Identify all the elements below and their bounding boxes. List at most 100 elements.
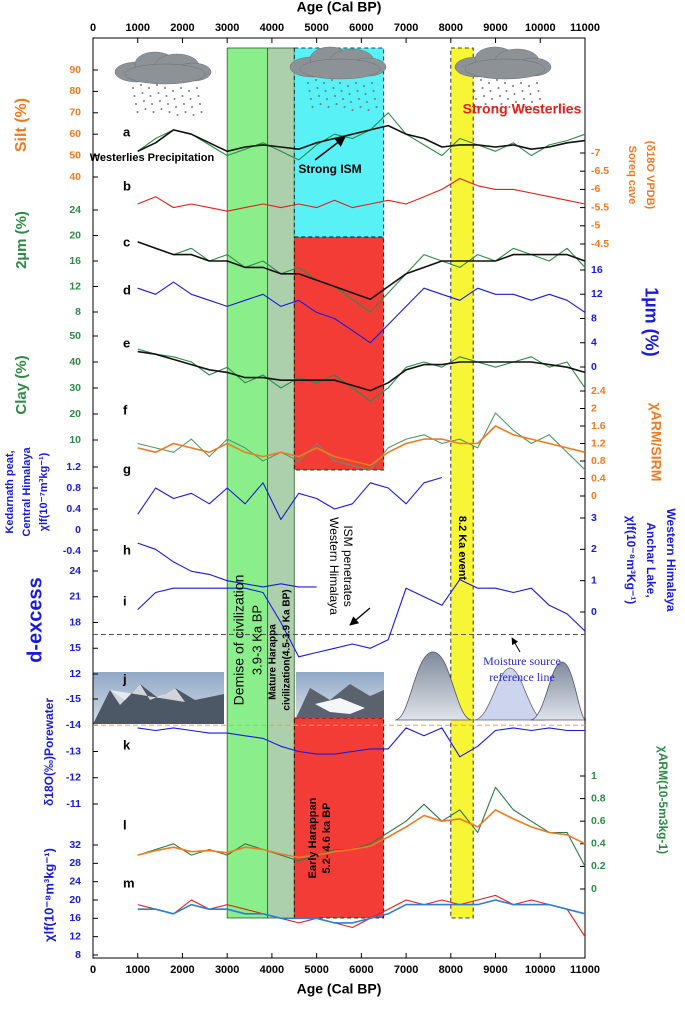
y-axis-label: Clay (%) xyxy=(13,355,30,414)
x-tick-label: 11000 xyxy=(570,964,600,976)
annotation: reference line xyxy=(489,670,555,684)
rain-drop xyxy=(356,90,359,92)
rain-drop xyxy=(144,108,147,110)
rain-drop xyxy=(355,82,357,84)
panel-letter: h xyxy=(123,542,131,557)
rain-drop xyxy=(484,103,487,105)
y-tick-label: 0 xyxy=(591,883,597,895)
rain-drop xyxy=(152,111,155,113)
rain-drop xyxy=(472,82,474,84)
rain-drop xyxy=(475,98,477,100)
y-tick-label: 0 xyxy=(591,490,597,502)
panel-letter: m xyxy=(123,875,135,890)
rain-drop xyxy=(521,90,524,92)
y-tick-label: 3 xyxy=(591,512,597,524)
annotation: Strong Westerlies xyxy=(463,101,582,117)
y-tick-label: 32 xyxy=(69,839,81,851)
x-tick-label: 5000 xyxy=(304,964,328,976)
rain-drop xyxy=(499,95,501,97)
rain-drop xyxy=(359,106,362,108)
x-tick-label: 9000 xyxy=(483,964,507,976)
y-tick-label: -13 xyxy=(66,745,81,757)
y-tick-label: 80 xyxy=(69,85,81,97)
x-tick-label: 7000 xyxy=(394,964,418,976)
y-tick-label: -4.5 xyxy=(591,238,609,250)
x-tick-label: 2000 xyxy=(170,964,194,976)
rain-drop xyxy=(192,114,195,116)
rain-drop xyxy=(181,95,184,97)
rain-drop xyxy=(512,85,514,87)
annotation: 8.2 Ka event xyxy=(456,516,468,581)
bell-shape xyxy=(529,661,587,721)
rain-drop xyxy=(524,106,527,108)
x-tick-label: 3000 xyxy=(215,964,239,976)
cloud xyxy=(464,58,546,80)
y-tick-label: 21 xyxy=(69,591,81,603)
rain-drop xyxy=(319,103,322,105)
y-tick-label: 0.4 xyxy=(591,838,606,850)
y-tick-label: 20 xyxy=(69,894,81,906)
rain-drop xyxy=(347,85,349,87)
y-axis-label: χARM(10-5m3kg-1) xyxy=(656,746,670,854)
series-line xyxy=(137,579,586,658)
panel-letter: e xyxy=(123,335,130,350)
rain-drop xyxy=(367,109,370,111)
rain-drop xyxy=(175,106,177,108)
rain-drop xyxy=(536,82,538,84)
series-line xyxy=(137,412,586,471)
y-tick-label: 12 xyxy=(591,288,603,300)
y-axis-label: χARM/SIRM xyxy=(648,403,664,482)
band xyxy=(267,47,295,919)
y-tick-label: 20 xyxy=(69,408,81,420)
x-tick-label-top: 8000 xyxy=(439,22,463,34)
rain-drop xyxy=(483,95,485,97)
rain-drop xyxy=(531,101,533,103)
y-axis-label: Silt (%) xyxy=(13,98,30,152)
band xyxy=(226,47,268,919)
arrows xyxy=(314,136,521,653)
panel-letter: l xyxy=(123,817,127,832)
rain-drop xyxy=(164,87,166,89)
rain-drop xyxy=(473,90,476,92)
rain-drop xyxy=(160,108,163,110)
series-line xyxy=(137,542,317,588)
x-tick-label-top: 7000 xyxy=(394,22,418,34)
panel-letter: b xyxy=(123,178,131,193)
y-tick-label: 16 xyxy=(69,255,81,267)
rain-drop xyxy=(342,98,344,100)
annotation: Demise of civilization xyxy=(231,575,247,706)
y-tick-label: 24 xyxy=(69,875,81,887)
plot-frame xyxy=(92,37,586,959)
annotation: Moisture source xyxy=(483,654,561,668)
rain-drop xyxy=(326,98,328,100)
y-tick-label: 0.4 xyxy=(66,503,81,515)
y-tick-label: 4 xyxy=(591,337,597,349)
rain-drop xyxy=(191,106,193,108)
rain-drop xyxy=(332,87,335,89)
x-tick-label-top: 2000 xyxy=(170,22,194,34)
rain-drop xyxy=(496,79,498,81)
band xyxy=(293,717,385,919)
series-line xyxy=(137,899,586,924)
rain-drop xyxy=(308,90,311,92)
annotation: Strong ISM xyxy=(298,162,361,176)
y-tick-label: 1.2 xyxy=(591,437,606,449)
rain-drop xyxy=(374,98,376,100)
rain-drop xyxy=(168,111,171,113)
panel-letter: f xyxy=(123,402,128,417)
rain-drop xyxy=(310,98,312,100)
y-tick-label: 70 xyxy=(69,107,81,119)
rain-drop xyxy=(199,103,201,105)
rain-drop xyxy=(364,93,367,95)
y-tick-label: 30 xyxy=(69,382,81,394)
y-tick-label: -6 xyxy=(591,183,600,195)
bands xyxy=(226,47,474,919)
x-tick-label-top: 4000 xyxy=(260,22,284,34)
rain-drop xyxy=(180,87,182,89)
rain-drop xyxy=(324,90,327,92)
y-tick-label: 24 xyxy=(69,204,81,216)
x-tick-label-top: 9000 xyxy=(483,22,507,34)
series-line xyxy=(137,727,585,758)
x-tick-label: 4000 xyxy=(260,964,284,976)
arrow xyxy=(511,637,521,653)
